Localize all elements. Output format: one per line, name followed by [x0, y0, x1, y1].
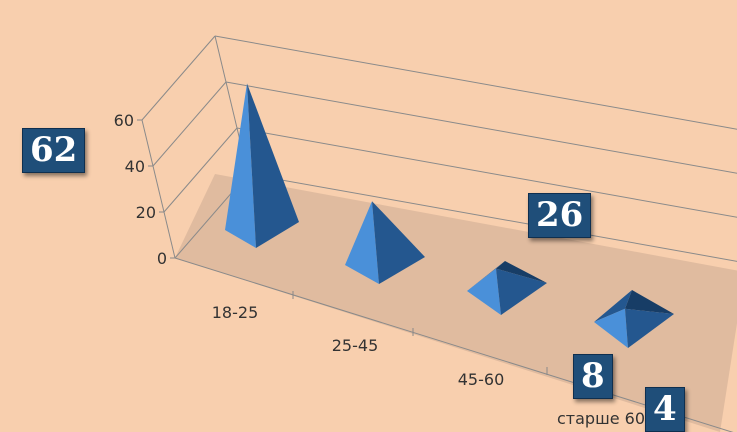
pyramid-1	[345, 201, 425, 284]
gridline-side-2	[152, 81, 227, 167]
y-tick-label-2: 40	[125, 157, 145, 176]
pyramid-3-side-face	[625, 308, 674, 348]
y-axis-ticks: 0 20 40 60	[114, 111, 175, 268]
data-label-1: 26	[528, 193, 592, 238]
pyramid-3-left-back-face	[594, 290, 632, 322]
pyramid-2-front-face	[467, 268, 501, 315]
pyramid-0	[225, 83, 299, 249]
pyramids	[225, 83, 674, 348]
data-label-2: 8	[573, 354, 613, 399]
pyramid-0-front-face	[225, 83, 256, 249]
x-axis-ticks: 18-25 25-45 45-60 старше 60	[212, 291, 645, 428]
pyramid-2	[467, 261, 547, 315]
x-tick-label-3: старше 60	[557, 409, 645, 428]
y-axis-line	[141, 119, 176, 259]
pyramid-2-back-face	[496, 261, 547, 283]
x-axis-line	[174, 257, 734, 432]
x-tick-label-2: 45-60	[458, 370, 505, 389]
y-tick-label-1: 20	[136, 203, 156, 222]
pyramid-2-left-back-face	[467, 261, 505, 291]
pyramid-2-side-face	[496, 268, 547, 315]
x-tick-label-0: 18-25	[212, 303, 259, 322]
pyramid-0-side-face	[247, 83, 299, 249]
pyramid-1-front-face	[345, 201, 379, 284]
pyramid-1-side-face	[372, 201, 425, 284]
gridline-back-2	[225, 81, 737, 174]
gridline-back-3	[214, 35, 737, 130]
pyramid-3-front-face	[594, 308, 628, 348]
data-label-0: 62	[22, 128, 86, 173]
y-tick-label-3: 60	[114, 111, 134, 130]
data-label-3: 4	[645, 387, 685, 432]
gridline-side-3	[141, 35, 216, 121]
y-tick-label-0: 0	[157, 249, 167, 268]
x-tick-label-1: 25-45	[332, 336, 379, 355]
pyramid-3-back-face	[625, 290, 674, 314]
gridline-back-1	[236, 127, 737, 218]
pyramid-3	[594, 290, 674, 348]
gridline-side-1	[163, 127, 238, 213]
